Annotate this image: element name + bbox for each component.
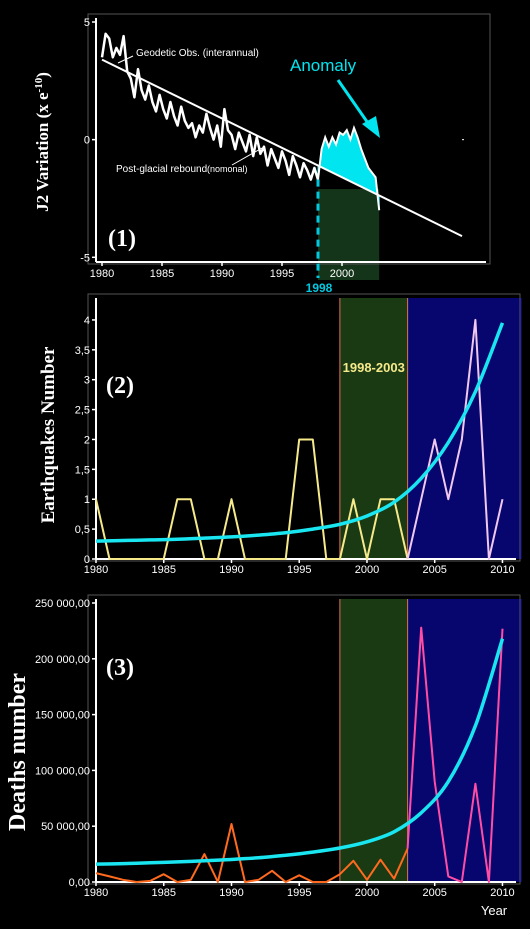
annotation-anomaly-arrow-shaft [336,79,372,127]
p3-series-after-2003 [406,626,504,883]
p3-recent-band [407,599,522,882]
p2-x-tick-label: 2000 [355,564,379,576]
p2-y-tick-label: 0,5 [75,524,90,536]
p2-y-tick-label: 3,5 [75,345,90,357]
panel-3-label: (3) [106,655,134,681]
p1-period-band [318,189,380,280]
p3-x-tick-label: 2010 [490,887,514,899]
p2-recent-band [407,298,522,559]
annotation-anomaly-arrow-head [362,116,380,138]
p2-trend-curve [95,322,505,543]
p2-period-band [339,298,408,559]
p3-y-tick-label: 50 000,00 [41,821,90,833]
geodetic-observation-line [100,32,320,181]
p3-x-tick-label: 1985 [151,887,175,899]
panel-1-y-label-exponent: -10 [33,77,45,92]
annotation-post-glacial-pointer [231,147,263,166]
p3-x-tick-label: 2005 [422,887,446,899]
p3-series-before-2003 [95,823,409,883]
post-glacial-trend-line [101,58,463,237]
panel-1-y-label-main: J2 Variation (x e [33,92,52,212]
p2-y-tick-label: 1 [84,494,90,506]
p2-y-tick-label: 4 [84,315,90,327]
panel-1-y-label: J2 Variation (x e-10) [33,72,52,212]
p3-trend-curve [95,638,505,866]
p3-x-tick-label: 1980 [84,887,108,899]
p2-x-tick-label: 1990 [219,564,243,576]
p3-x-tick-label: 2000 [355,887,379,899]
panel-3-y-label: Deaths number [5,673,31,831]
p2-y-tick-label: 3 [84,375,90,387]
panel-3-x-label: Year [481,903,508,918]
p2-x-tick-label: 2005 [422,564,446,576]
p2-y-tick-label: 0 [84,554,90,566]
p2-series-after-2003 [406,318,504,560]
p1-x-tick-label: 1995 [270,268,294,280]
p2-series-before-2003 [95,438,409,560]
p3-x-tick-label: 1995 [287,887,311,899]
annotation-anomaly: Anomaly [290,56,357,75]
p2-x-tick-label: 2010 [490,564,514,576]
p1-y-tick-label: 0 [84,135,90,147]
panel-2-label: (2) [106,373,134,399]
panel-1-y-label-close: ) [33,72,52,78]
panel-2-y-label: Earthquakes Number [38,346,59,523]
p2-x-tick-label: 1980 [84,564,108,576]
period-label-1998-2003: 1998-2003 [343,360,405,375]
p2-y-tick-label: 2,5 [75,405,90,417]
year-1998-label: 1998 [306,281,333,295]
annotation-post-glacial: Post-glacial rebound [116,164,207,175]
panel-1-label: (1) [108,226,136,252]
p1-frame [87,13,491,265]
p3-y-tick-label: 200 000,00 [35,654,90,666]
p1-x-tick-label: 1985 [150,268,174,280]
anomaly-edge-line [317,124,381,211]
p3-period-band [339,599,408,882]
p2-y-tick-label: 1,5 [75,464,90,476]
annotation-geodetic-obs: Geodetic Obs. (interannual) [136,48,259,59]
p3-x-tick-label: 1990 [219,887,243,899]
p3-y-tick-label: 250 000,00 [35,598,90,610]
p2-y-tick-label: 2 [84,434,90,446]
p1-x-tick-label: 1980 [90,268,114,280]
annotation-post-glacial-note: (nomonal) [207,164,248,174]
p1-y-tick-label: -5 [80,252,90,264]
annotation-geodetic-pointer [117,55,134,64]
p1-x-tick-label: 1990 [210,268,234,280]
p2-frame [87,293,521,562]
p3-y-tick-label: 0,00 [69,877,90,889]
p3-y-tick-label: 150 000,00 [35,710,90,722]
p1-x-tick-label: 2000 [330,268,354,280]
p3-frame [87,594,521,885]
p2-x-tick-label: 1985 [151,564,175,576]
p3-y-tick-label: 100 000,00 [35,765,90,777]
p1-y-tick-label: 5 [84,17,90,29]
p2-x-tick-label: 1995 [287,564,311,576]
